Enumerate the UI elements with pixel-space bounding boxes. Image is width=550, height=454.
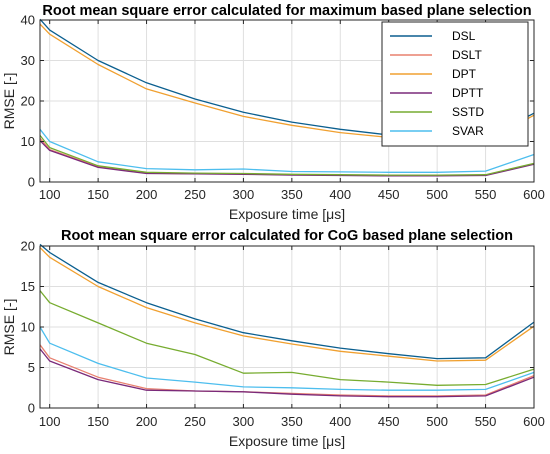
legend-box: [381, 21, 529, 147]
y-tick-label: 20: [21, 239, 35, 254]
x-tick-label: 200: [136, 187, 158, 202]
y-tick-label: 20: [21, 94, 35, 109]
x-tick-label: 600: [523, 414, 545, 429]
series-line-dpt: [39, 247, 535, 362]
series-line-svar: [39, 326, 535, 391]
series-line-dptt: [39, 348, 535, 398]
x-tick-label: 400: [329, 187, 351, 202]
y-axis-label: RMSE [-]: [1, 73, 17, 130]
x-tick-label: 450: [378, 414, 400, 429]
series-line-svar: [39, 128, 535, 173]
y-tick-label: 0: [28, 401, 35, 416]
legend-label-svar: SVAR: [452, 124, 484, 138]
x-tick-label: 400: [329, 414, 351, 429]
chart-panel-1: 100 150 200 250 300 350 400 450 500 550 600 0 10 20 30…: [1, 3, 545, 222]
x-tick-label: 450: [378, 187, 400, 202]
series-line-sstd: [39, 134, 535, 176]
x-tick-label: 350: [281, 414, 303, 429]
x-tick-label: 350: [281, 187, 303, 202]
x-tick-label: 250: [184, 187, 206, 202]
series-line-dptt: [39, 140, 535, 177]
x-tick-label: 550: [475, 187, 497, 202]
legend-label-dslt: DSLT: [452, 48, 482, 62]
y-tick-label: 30: [21, 53, 35, 68]
y-tick-label: 0: [28, 175, 35, 190]
x-tick-label: 300: [233, 187, 255, 202]
x-tick-label: 500: [426, 414, 448, 429]
series-line-sstd: [39, 290, 535, 386]
chart-title: Root mean square error calculated for ma…: [42, 3, 531, 19]
y-tick-label: 15: [21, 279, 35, 294]
chart-title: Root mean square error calculated for Co…: [61, 228, 513, 244]
x-tick-label: 300: [233, 414, 255, 429]
y-tick-label: 10: [21, 134, 35, 149]
x-axis-label: Exposure time [μs]: [229, 433, 345, 449]
x-tick-label: 250: [184, 414, 206, 429]
y-tick-label: 40: [21, 13, 35, 28]
x-tick-label: 150: [87, 187, 109, 202]
legend: DSL DSLT DPT DPTT SSTD SVAR: [381, 21, 529, 147]
x-tick-label: 100: [39, 187, 61, 202]
series-line-dsl: [39, 243, 535, 360]
chart-panel-2: 100 150 200 250 300 350 400 450 500 550 600 0 5 10 15 2…: [1, 228, 545, 449]
x-tick-label: 100: [39, 414, 61, 429]
y-tick-label: 10: [21, 320, 35, 335]
x-tick-label: 550: [475, 414, 497, 429]
x-axis-label: Exposure time [μs]: [229, 206, 345, 222]
x-tick-label: 600: [523, 187, 545, 202]
x-tick-label: 500: [426, 187, 448, 202]
y-tick-label: 5: [28, 360, 35, 375]
legend-label-sstd: SSTD: [452, 105, 484, 119]
legend-label-dsl: DSL: [452, 29, 476, 43]
y-axis-label: RMSE [-]: [1, 299, 17, 356]
x-tick-label: 150: [87, 414, 109, 429]
x-tick-label: 200: [136, 414, 158, 429]
legend-label-dpt: DPT: [452, 67, 477, 81]
legend-label-dptt: DPTT: [452, 86, 484, 100]
